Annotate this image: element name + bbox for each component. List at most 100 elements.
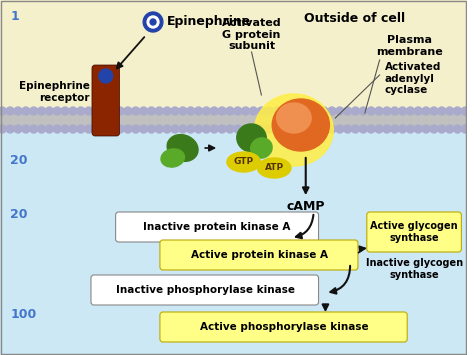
Circle shape: [30, 107, 37, 115]
Circle shape: [147, 107, 155, 115]
Circle shape: [312, 125, 320, 133]
Circle shape: [163, 107, 171, 115]
Circle shape: [116, 125, 124, 133]
Circle shape: [281, 107, 289, 115]
Circle shape: [150, 19, 156, 25]
Circle shape: [257, 107, 265, 115]
Circle shape: [281, 125, 289, 133]
Circle shape: [14, 125, 22, 133]
Circle shape: [116, 107, 124, 115]
Text: Inactive protein kinase A: Inactive protein kinase A: [143, 222, 291, 232]
Circle shape: [108, 107, 116, 115]
Circle shape: [85, 107, 92, 115]
Circle shape: [187, 107, 195, 115]
Text: ATP: ATP: [264, 164, 284, 173]
Circle shape: [147, 16, 159, 28]
Circle shape: [14, 107, 22, 115]
Text: cAMP: cAMP: [286, 200, 325, 213]
Circle shape: [406, 125, 414, 133]
Circle shape: [438, 107, 446, 115]
Text: Active phosphorylase kinase: Active phosphorylase kinase: [200, 322, 368, 332]
Circle shape: [46, 125, 54, 133]
Text: Epinephrine
receptor: Epinephrine receptor: [19, 81, 90, 103]
Circle shape: [422, 107, 430, 115]
Circle shape: [46, 107, 54, 115]
Circle shape: [249, 107, 257, 115]
FancyBboxPatch shape: [91, 275, 319, 305]
Circle shape: [383, 107, 391, 115]
Circle shape: [124, 107, 132, 115]
Bar: [0, 0, 467, 118]
Ellipse shape: [161, 149, 184, 167]
Text: Epinephrine: Epinephrine: [167, 16, 251, 28]
Circle shape: [187, 125, 195, 133]
Text: 1: 1: [10, 10, 19, 23]
Ellipse shape: [227, 152, 260, 172]
Circle shape: [194, 125, 202, 133]
Circle shape: [352, 125, 359, 133]
Text: Inactive phosphorylase kinase: Inactive phosphorylase kinase: [116, 285, 295, 295]
Circle shape: [336, 107, 344, 115]
Circle shape: [430, 107, 438, 115]
FancyBboxPatch shape: [92, 65, 119, 136]
Circle shape: [132, 125, 140, 133]
Circle shape: [344, 125, 352, 133]
Circle shape: [234, 107, 242, 115]
Ellipse shape: [277, 103, 311, 133]
Circle shape: [61, 125, 69, 133]
Circle shape: [61, 107, 69, 115]
Circle shape: [53, 125, 61, 133]
Circle shape: [328, 107, 336, 115]
Circle shape: [304, 107, 312, 115]
Ellipse shape: [257, 158, 291, 178]
Circle shape: [461, 107, 469, 115]
Text: Activated
adenylyl
cyclase: Activated adenylyl cyclase: [384, 62, 441, 95]
Circle shape: [297, 125, 304, 133]
Circle shape: [414, 107, 422, 115]
Circle shape: [406, 107, 414, 115]
Circle shape: [367, 125, 375, 133]
Circle shape: [297, 107, 304, 115]
Circle shape: [265, 107, 273, 115]
Circle shape: [22, 125, 30, 133]
Circle shape: [0, 125, 6, 133]
Circle shape: [100, 125, 108, 133]
FancyBboxPatch shape: [160, 312, 407, 342]
Circle shape: [37, 125, 46, 133]
Circle shape: [210, 125, 218, 133]
Circle shape: [85, 125, 92, 133]
FancyBboxPatch shape: [367, 212, 461, 252]
Text: 100: 100: [10, 308, 36, 322]
Circle shape: [242, 107, 249, 115]
Circle shape: [53, 107, 61, 115]
Circle shape: [265, 125, 273, 133]
Circle shape: [99, 69, 113, 83]
FancyBboxPatch shape: [160, 240, 358, 270]
Circle shape: [328, 125, 336, 133]
Text: 20: 20: [10, 208, 27, 222]
Text: Outside of cell: Outside of cell: [304, 12, 406, 25]
Circle shape: [399, 107, 407, 115]
Circle shape: [454, 125, 461, 133]
Circle shape: [399, 125, 407, 133]
Circle shape: [155, 107, 163, 115]
Circle shape: [6, 107, 14, 115]
Circle shape: [147, 125, 155, 133]
Circle shape: [143, 12, 163, 32]
Circle shape: [179, 125, 187, 133]
Circle shape: [352, 107, 359, 115]
Circle shape: [0, 107, 6, 115]
Circle shape: [461, 125, 469, 133]
Circle shape: [391, 107, 399, 115]
Circle shape: [289, 125, 297, 133]
Ellipse shape: [237, 124, 266, 152]
Text: GTP: GTP: [234, 158, 254, 166]
Circle shape: [234, 125, 242, 133]
Circle shape: [304, 125, 312, 133]
Circle shape: [194, 107, 202, 115]
FancyBboxPatch shape: [116, 212, 319, 242]
Circle shape: [140, 125, 147, 133]
Circle shape: [22, 107, 30, 115]
Circle shape: [140, 107, 147, 115]
Circle shape: [391, 125, 399, 133]
